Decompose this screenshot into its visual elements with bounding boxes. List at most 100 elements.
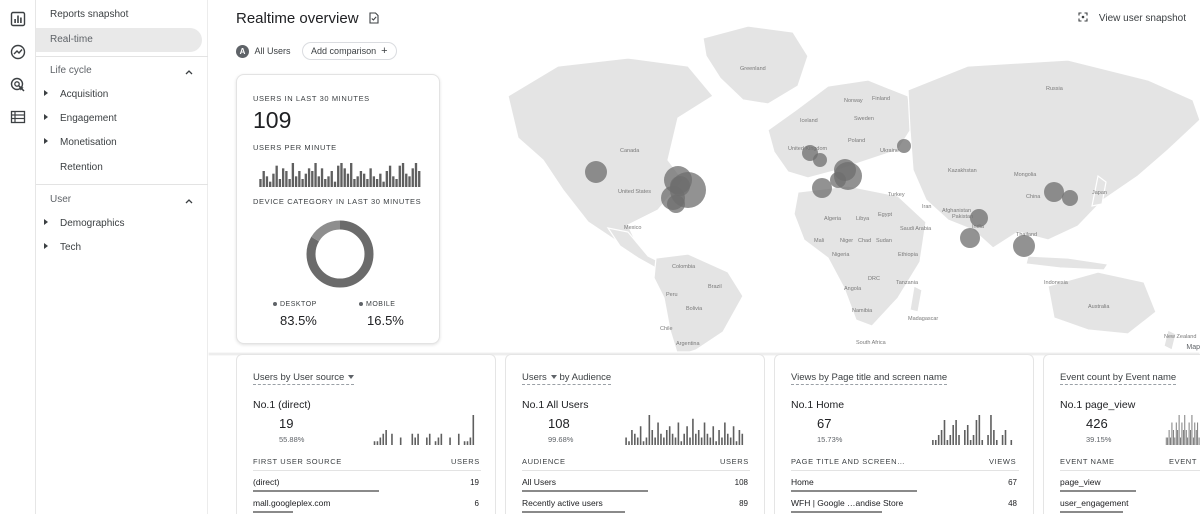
sparkline-bar[interactable] <box>440 433 443 445</box>
session-markers[interactable] <box>585 139 1078 257</box>
sparkline-bar[interactable] <box>946 440 949 445</box>
per-minute-bar[interactable] <box>288 179 291 187</box>
sparkline-bar[interactable] <box>428 433 431 445</box>
column-header-metric[interactable]: USERS <box>720 457 749 466</box>
per-minute-bar[interactable] <box>269 181 272 187</box>
sparkline-bar[interactable] <box>955 420 957 445</box>
sparkline-bar[interactable] <box>1175 422 1177 446</box>
column-header-dimension[interactable]: AUDIENCE <box>522 457 566 466</box>
sparkline-bar[interactable] <box>1192 437 1194 446</box>
sparkline-bar[interactable] <box>636 437 639 446</box>
sparkline-bar[interactable] <box>426 437 428 446</box>
per-minute-bar[interactable] <box>414 163 418 187</box>
sparkline-bar[interactable] <box>995 440 998 445</box>
sparkline-bar[interactable] <box>631 430 633 445</box>
sparkline-bar[interactable] <box>975 420 978 445</box>
reports-icon[interactable] <box>10 11 26 27</box>
per-minute-bar[interactable] <box>401 163 405 187</box>
sparkline-bar[interactable] <box>735 441 738 445</box>
segment-all-users[interactable]: All Users <box>254 46 291 56</box>
marker-china[interactable] <box>1044 182 1064 202</box>
sparkline-bar[interactable] <box>628 441 630 445</box>
per-minute-bar[interactable] <box>291 163 295 187</box>
sparkline-bar[interactable] <box>732 426 735 445</box>
sparkline-bar[interactable] <box>665 430 668 445</box>
per-minute-bar[interactable] <box>307 168 311 187</box>
sparkline-bar[interactable] <box>966 425 969 445</box>
sparkline-bar[interactable] <box>932 440 934 445</box>
table-row-label[interactable]: mall.googleplex.com <box>253 498 331 508</box>
sparkline-bar[interactable] <box>1187 437 1189 446</box>
sparkline-chart[interactable] <box>622 413 744 445</box>
sparkline-bar[interactable] <box>686 426 688 445</box>
sparkline-bar[interactable] <box>417 433 419 445</box>
sparkline-bar[interactable] <box>1182 430 1184 445</box>
per-minute-bar[interactable] <box>301 179 304 187</box>
sparkline-bar[interactable] <box>668 426 671 445</box>
sparkline-bar[interactable] <box>469 437 472 446</box>
marker-pakistan[interactable] <box>970 209 988 227</box>
chevron-up-icon[interactable] <box>184 196 194 206</box>
per-minute-bar[interactable] <box>314 163 317 187</box>
sparkline-bar[interactable] <box>987 435 989 445</box>
sparkline-bar[interactable] <box>639 426 642 445</box>
sparkline-bar[interactable] <box>978 415 981 445</box>
panel-title[interactable]: Event count by Event name <box>1060 372 1177 385</box>
per-minute-bar[interactable] <box>411 168 414 187</box>
sparkline-bar[interactable] <box>1191 415 1193 445</box>
sparkline-bar[interactable] <box>680 441 683 445</box>
sparkline-bar[interactable] <box>457 433 460 445</box>
world-map[interactable]: Greenland Canada United States Mexico Co… <box>208 0 1200 356</box>
per-minute-bar[interactable] <box>311 171 314 187</box>
sparkline-bar[interactable] <box>379 437 382 446</box>
explore-icon[interactable] <box>10 44 26 60</box>
per-minute-bar[interactable] <box>385 171 388 187</box>
per-minute-bar[interactable] <box>392 176 395 187</box>
sparkline-bar[interactable] <box>700 437 703 446</box>
table-row-label[interactable]: Recently active users <box>522 498 603 508</box>
per-minute-bar[interactable] <box>304 173 307 187</box>
per-minute-bar[interactable] <box>372 176 376 187</box>
column-header-dimension[interactable]: EVENT NAME <box>1060 457 1115 466</box>
sparkline-bar[interactable] <box>642 441 645 445</box>
sparkline-bar[interactable] <box>382 433 385 445</box>
sparkline-bar[interactable] <box>660 433 662 445</box>
sparkline-bar[interactable] <box>657 422 659 446</box>
nav-tech[interactable]: Tech <box>44 240 81 256</box>
sparkline-bar[interactable] <box>1178 415 1180 445</box>
sparkline-bar[interactable] <box>434 441 437 445</box>
per-minute-bar[interactable] <box>346 173 350 187</box>
sparkline-bar[interactable] <box>1171 422 1173 446</box>
advertising-icon[interactable] <box>10 77 26 93</box>
table-row-label[interactable]: WFH | Google …andise Store <box>791 498 904 508</box>
per-minute-bar[interactable] <box>265 176 269 187</box>
per-minute-bar[interactable] <box>353 179 356 187</box>
donut-slice-mobile[interactable] <box>306 220 374 288</box>
sparkline-bar[interactable] <box>466 441 469 445</box>
per-minute-bar[interactable] <box>343 168 346 187</box>
sparkline-bar[interactable] <box>1181 422 1183 446</box>
users-per-minute-chart[interactable] <box>259 161 421 187</box>
sparkline-bar[interactable] <box>373 441 376 445</box>
nav-demographics[interactable]: Demographics <box>44 216 124 232</box>
sparkline-bar[interactable] <box>1174 437 1176 446</box>
sparkline-bar[interactable] <box>943 420 946 445</box>
sparkline-bar[interactable] <box>729 437 732 446</box>
sparkline-bar[interactable] <box>645 437 648 446</box>
per-minute-bar[interactable] <box>275 165 278 187</box>
sparkline-bar[interactable] <box>712 426 715 445</box>
per-minute-bar[interactable] <box>298 171 301 187</box>
sparkline-bar[interactable] <box>1184 415 1186 445</box>
sparkline-bar[interactable] <box>952 425 954 445</box>
sparkline-bar[interactable] <box>726 433 729 445</box>
configure-list-icon[interactable] <box>10 109 26 125</box>
sparkline-bar[interactable] <box>1168 430 1170 445</box>
per-minute-bar[interactable] <box>330 171 333 187</box>
sparkline-bar[interactable] <box>411 433 414 445</box>
nav-realtime[interactable]: Real-time <box>36 28 202 52</box>
sparkline-chart[interactable] <box>891 413 1013 445</box>
per-minute-bar[interactable] <box>320 168 324 187</box>
sparkline-bar[interactable] <box>1165 437 1167 446</box>
sparkline-bar[interactable] <box>949 435 952 445</box>
sparkline-bar[interactable] <box>958 435 960 445</box>
